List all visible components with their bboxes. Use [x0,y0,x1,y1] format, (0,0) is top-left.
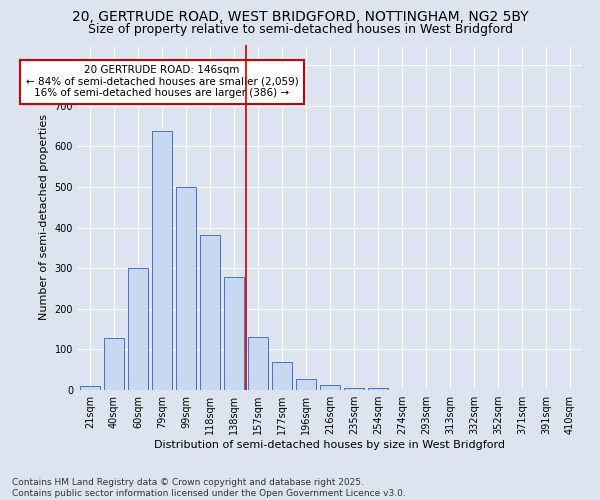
Bar [272,362,292,390]
X-axis label: Distribution of semi-detached houses by size in West Bridgford: Distribution of semi-detached houses by … [155,440,505,450]
Bar [248,337,268,390]
Bar [344,388,364,390]
Text: 20, GERTRUDE ROAD, WEST BRIDGFORD, NOTTINGHAM, NG2 5BY: 20, GERTRUDE ROAD, WEST BRIDGFORD, NOTTI… [71,10,529,24]
Text: Size of property relative to semi-detached houses in West Bridgford: Size of property relative to semi-detach… [88,22,512,36]
Bar [224,277,244,390]
Bar [320,384,340,390]
Bar [104,338,124,390]
Bar [200,234,220,390]
Bar [296,378,316,390]
Bar [368,388,388,390]
Bar [80,386,100,390]
Bar [128,268,148,390]
Bar [152,131,172,390]
Bar [176,187,196,390]
Text: Contains HM Land Registry data © Crown copyright and database right 2025.
Contai: Contains HM Land Registry data © Crown c… [12,478,406,498]
Text: 20 GERTRUDE ROAD: 146sqm
← 84% of semi-detached houses are smaller (2,059)
16% o: 20 GERTRUDE ROAD: 146sqm ← 84% of semi-d… [26,66,298,98]
Y-axis label: Number of semi-detached properties: Number of semi-detached properties [39,114,49,320]
